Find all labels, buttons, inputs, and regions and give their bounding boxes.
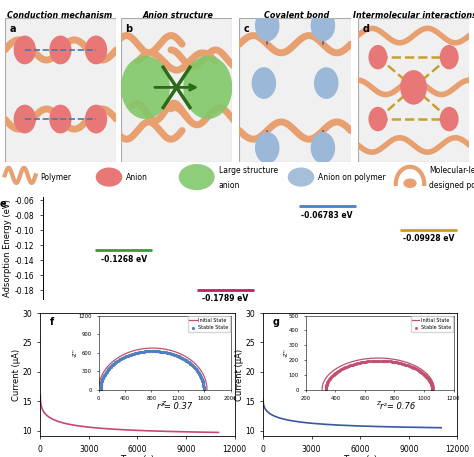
Circle shape: [314, 67, 338, 99]
Circle shape: [400, 70, 427, 105]
Text: Anion on polymer: Anion on polymer: [318, 173, 385, 181]
Circle shape: [179, 164, 215, 190]
Circle shape: [310, 10, 335, 41]
Circle shape: [440, 45, 459, 69]
Circle shape: [252, 67, 276, 99]
Circle shape: [255, 10, 280, 41]
Text: r²= 0.76: r²= 0.76: [380, 402, 415, 411]
Circle shape: [310, 132, 335, 164]
Circle shape: [447, 53, 452, 60]
Text: designed polymer: designed polymer: [429, 181, 474, 190]
Text: Anion structure: Anion structure: [142, 11, 213, 21]
Circle shape: [96, 168, 122, 187]
Text: c: c: [244, 24, 250, 34]
Circle shape: [375, 53, 381, 60]
Circle shape: [183, 56, 232, 119]
Text: Conduction mechanism: Conduction mechanism: [7, 11, 112, 21]
Text: Intermolecular interactions: Intermolecular interactions: [353, 11, 474, 21]
Circle shape: [288, 168, 314, 187]
FancyBboxPatch shape: [5, 18, 116, 162]
Circle shape: [375, 115, 381, 122]
Text: g: g: [273, 317, 280, 327]
Text: f: f: [50, 317, 54, 327]
Text: b: b: [125, 24, 132, 34]
Text: Molecular-level: Molecular-level: [429, 166, 474, 175]
FancyBboxPatch shape: [358, 18, 469, 162]
Text: -0.1268 eV: -0.1268 eV: [101, 255, 147, 264]
Circle shape: [85, 105, 107, 133]
Y-axis label: Adsorption Energy (eV): Adsorption Energy (eV): [3, 199, 12, 297]
Circle shape: [403, 179, 417, 188]
Circle shape: [49, 36, 72, 64]
Text: Large structure: Large structure: [219, 166, 278, 175]
Circle shape: [14, 105, 36, 133]
Circle shape: [368, 107, 387, 131]
Circle shape: [85, 36, 107, 64]
FancyBboxPatch shape: [121, 18, 232, 162]
Text: -0.1789 eV: -0.1789 eV: [202, 294, 249, 303]
Circle shape: [14, 36, 36, 64]
Circle shape: [447, 115, 452, 122]
Circle shape: [368, 45, 387, 69]
Text: Anion: Anion: [126, 173, 147, 181]
Circle shape: [49, 105, 72, 133]
Y-axis label: Current (μA): Current (μA): [12, 349, 21, 401]
Text: -0.06783 eV: -0.06783 eV: [301, 211, 353, 220]
Text: Polymer: Polymer: [40, 173, 71, 181]
Text: anion: anion: [219, 181, 240, 190]
Text: d: d: [362, 24, 369, 34]
Text: r²= 0.37: r²= 0.37: [157, 402, 192, 411]
X-axis label: Time (s): Time (s): [343, 455, 377, 457]
FancyBboxPatch shape: [239, 18, 351, 162]
Circle shape: [255, 132, 280, 164]
Circle shape: [440, 107, 459, 131]
Circle shape: [121, 56, 170, 119]
Text: a: a: [9, 24, 16, 34]
Text: e: e: [0, 199, 7, 209]
Text: Covalent bond: Covalent bond: [264, 11, 329, 21]
Y-axis label: Current (μA): Current (μA): [235, 349, 244, 401]
X-axis label: Time (s): Time (s): [120, 455, 155, 457]
Text: -0.09928 eV: -0.09928 eV: [403, 234, 454, 243]
